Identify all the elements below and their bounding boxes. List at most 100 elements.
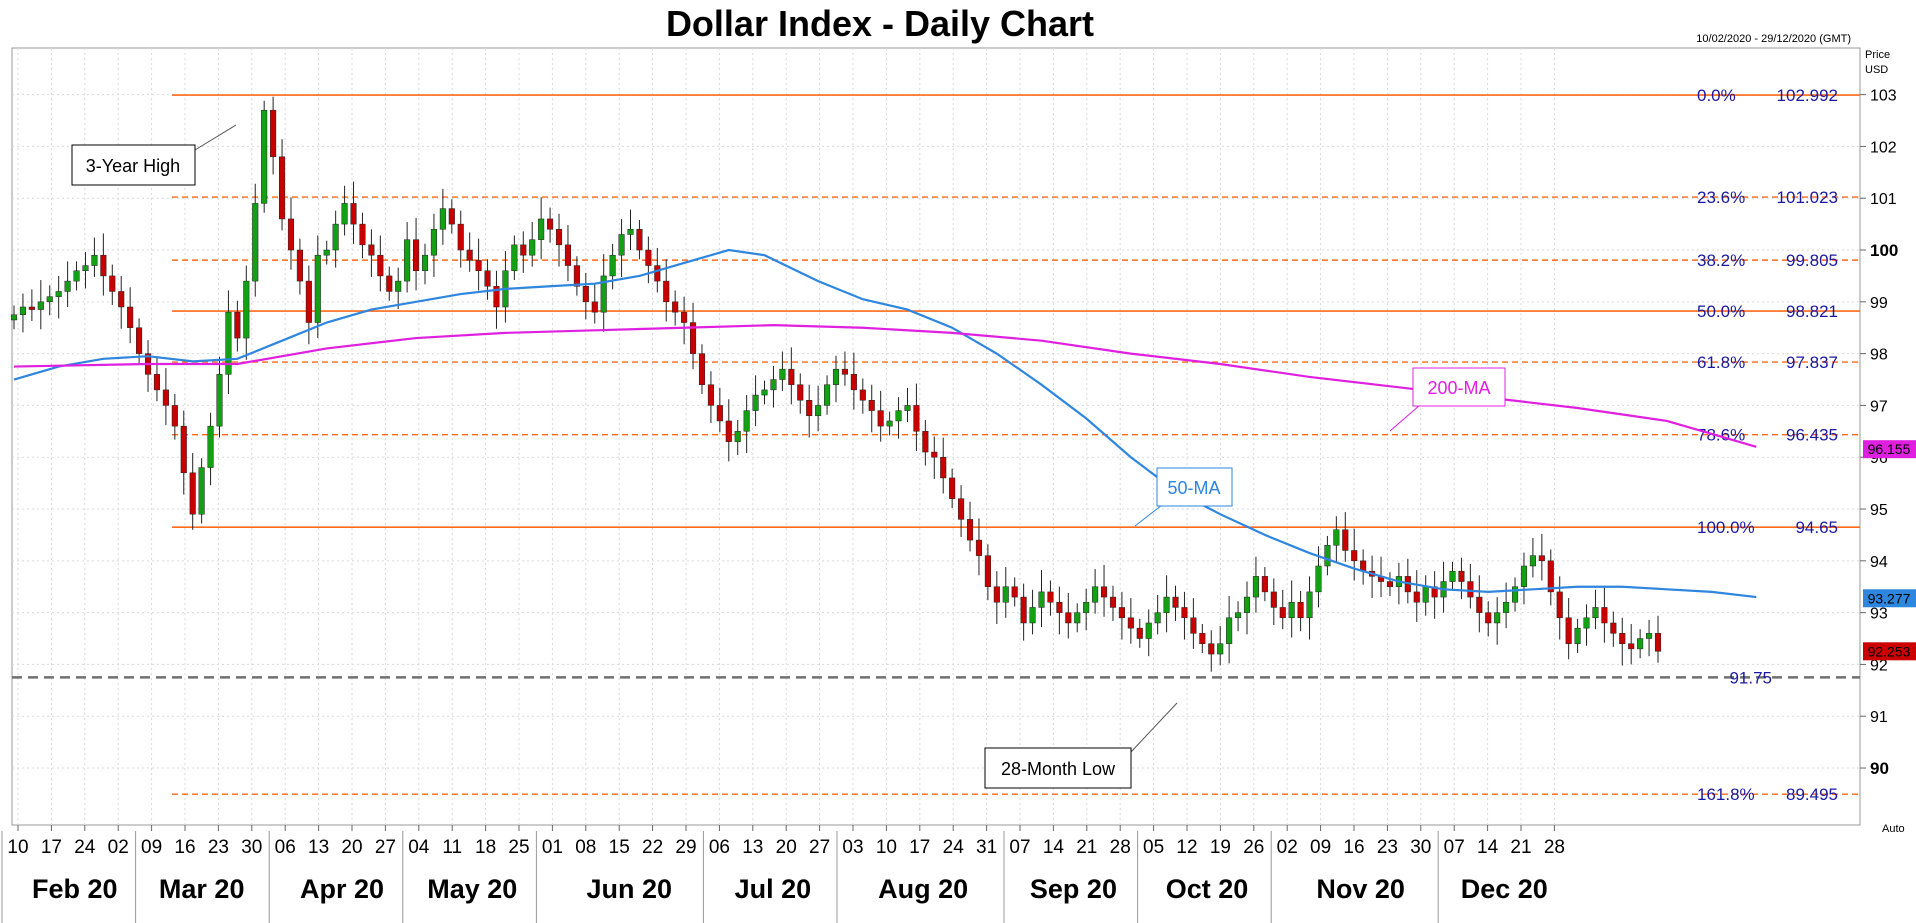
y-tick-label: 94 (1870, 554, 1888, 571)
candle-body (645, 249, 652, 266)
ma200-callout: 200-MA (1389, 367, 1506, 432)
x-day-label: 05 (1143, 837, 1164, 858)
fib-level-value: 101.023 (1777, 188, 1838, 207)
candle-body (689, 322, 697, 354)
x-day-label: 07 (1009, 837, 1030, 858)
x-day-label: 24 (943, 837, 965, 858)
candle-body (841, 368, 848, 375)
x-day-label: 06 (709, 837, 730, 858)
candle-body (439, 208, 446, 230)
candle-body (797, 384, 804, 401)
candle-body (761, 389, 768, 396)
last-value-text: 93.277 (1868, 590, 1911, 606)
candle-body (198, 467, 205, 515)
candle-body (1413, 591, 1420, 603)
x-month-label: Jul 20 (735, 874, 812, 904)
three-year-high-label: 3-Year High (86, 156, 180, 176)
x-day-label: 07 (1444, 837, 1465, 858)
candle-body (931, 451, 938, 458)
candle-body (725, 420, 732, 442)
candle-body (1270, 591, 1277, 608)
last-value-tag (1863, 642, 1916, 661)
x-day-label: 19 (1210, 837, 1231, 858)
x-day-label: 10 (7, 837, 28, 858)
candle-body (1074, 612, 1081, 624)
fib-level-pct: 161.8% (1697, 785, 1755, 804)
x-day-label: 20 (776, 837, 797, 858)
candle-body (1601, 607, 1608, 624)
x-day-label: 25 (508, 837, 529, 858)
auto-scale-label[interactable]: Auto (1882, 823, 1905, 835)
candle-body (1306, 591, 1313, 619)
candle-body (1199, 633, 1206, 644)
candle-body (716, 405, 723, 422)
x-day-label: 21 (1076, 837, 1097, 858)
candle-body (91, 254, 98, 266)
candle-body (1503, 602, 1510, 613)
candle-body (1002, 586, 1009, 603)
y-tick-label: 102 (1870, 139, 1897, 156)
ma200-label: 200-MA (1427, 378, 1490, 398)
candle-body (1654, 633, 1662, 652)
candle-body (430, 229, 437, 256)
three-year-high-callout: 3-Year High (71, 124, 237, 186)
candle-body (305, 280, 312, 323)
candle-body (1252, 576, 1259, 598)
candle-body (940, 456, 947, 479)
fib-level-value: 102.992 (1777, 86, 1838, 105)
x-day-label: 01 (542, 837, 563, 858)
candle-body (350, 203, 357, 225)
plot-area (11, 47, 1861, 826)
last-value-tag (1863, 589, 1916, 608)
candle-body (1172, 596, 1179, 608)
candle-body (1109, 596, 1117, 608)
fib-level-pct: 100.0% (1697, 518, 1755, 537)
candle-body (1467, 581, 1474, 598)
x-day-label: 18 (475, 837, 496, 858)
candle-body (752, 394, 759, 411)
candle-body (341, 203, 348, 225)
x-month-label: Nov 20 (1316, 874, 1405, 904)
candle-body (1056, 602, 1063, 613)
candle-body (1011, 586, 1018, 598)
x-day-label: 23 (208, 837, 229, 858)
fib-level-pct: 38.2% (1697, 251, 1745, 270)
candle-body (1628, 643, 1635, 650)
x-month-label: Feb 20 (32, 874, 118, 904)
y-tick-label: 91 (1870, 709, 1888, 726)
candle-body (395, 280, 402, 292)
candle-body (100, 254, 107, 277)
x-day-label: 16 (1343, 837, 1364, 858)
fib-level-value: 99.805 (1786, 251, 1838, 270)
candle-body (413, 239, 420, 271)
twenty-eight-month-low-callout: 28-Month Low (984, 702, 1178, 789)
candle-body (1181, 607, 1188, 619)
candle-body (28, 306, 35, 310)
candle-body (1038, 591, 1045, 608)
x-day-label: 17 (41, 837, 62, 858)
x-day-label: 20 (341, 837, 362, 858)
x-month-label: Jun 20 (586, 874, 672, 904)
candle-body (1029, 607, 1036, 624)
x-month-label: Mar 20 (159, 874, 245, 904)
candle-body (1646, 633, 1653, 639)
candle-body (600, 275, 607, 313)
candle-body (734, 431, 741, 442)
x-day-label: 26 (1243, 837, 1264, 858)
fib-level-pct: 23.6% (1697, 188, 1745, 207)
candle-body (1422, 586, 1429, 603)
x-day-label: 12 (1176, 837, 1197, 858)
candle-body (1136, 627, 1143, 639)
x-day-label: 14 (1043, 837, 1065, 858)
x-day-label: 10 (876, 837, 897, 858)
candle-body (1217, 643, 1224, 655)
candle-body (466, 249, 473, 261)
candle-body (1351, 550, 1358, 562)
candle-body (1619, 633, 1626, 644)
candle-body (1243, 596, 1251, 613)
candle-body (73, 270, 80, 282)
candle-body (404, 239, 411, 282)
y-tick-label: 99 (1870, 295, 1888, 312)
